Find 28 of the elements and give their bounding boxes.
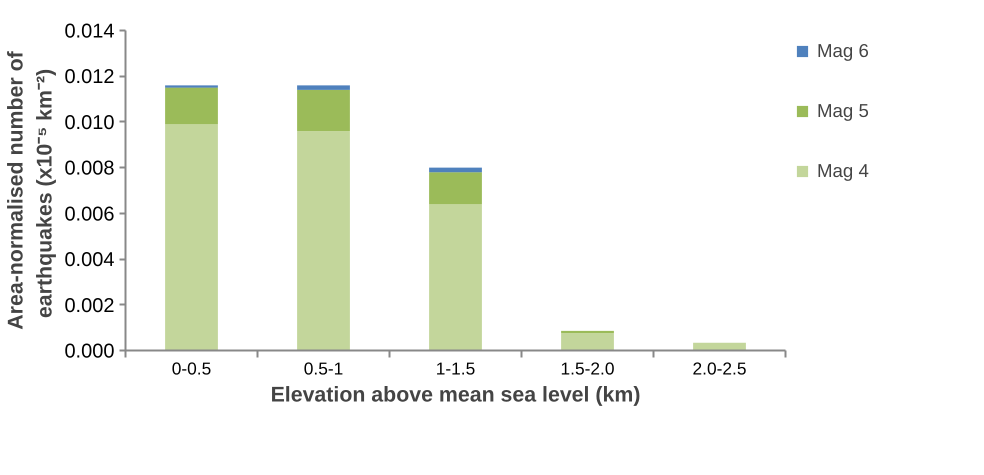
y-tick-label: 0.006 <box>64 203 115 226</box>
x-tick-label: 0.5-1 <box>304 358 344 378</box>
y-tick-label: 0.014 <box>64 20 115 42</box>
bar <box>165 88 218 124</box>
y-tick-label: 0.010 <box>64 112 115 134</box>
legend-label: Mag 5 <box>817 100 869 122</box>
bar <box>429 172 482 204</box>
x-tick-label: 2.0-2.5 <box>692 358 746 378</box>
y-axis-title: Area-normalised number of earthquakes (x10⁻⁵ km⁻²) <box>4 50 56 330</box>
bar <box>429 204 482 350</box>
x-tick-label: 0-0.5 <box>172 358 212 378</box>
y-tick-label: 0.000 <box>64 340 115 362</box>
y-tick-label: 0.002 <box>64 294 115 317</box>
bar <box>297 90 350 132</box>
legend-label: Mag 6 <box>817 40 869 62</box>
x-tick-label: 1.5-2.0 <box>560 358 614 378</box>
legend-label: Mag 4 <box>817 160 869 182</box>
x-axis-title: Elevation above mean sea level (km) <box>270 382 640 406</box>
y-tick-label: 0.004 <box>64 249 115 272</box>
bar <box>165 124 218 350</box>
y-tick-label: 0.012 <box>64 66 115 88</box>
bar <box>297 85 350 90</box>
x-tick-label: 1-1.5 <box>436 358 476 378</box>
y-tick-label: 0.008 <box>64 158 115 180</box>
bar <box>429 168 482 172</box>
bar <box>297 131 350 350</box>
bar <box>693 342 746 350</box>
bar <box>561 333 614 350</box>
